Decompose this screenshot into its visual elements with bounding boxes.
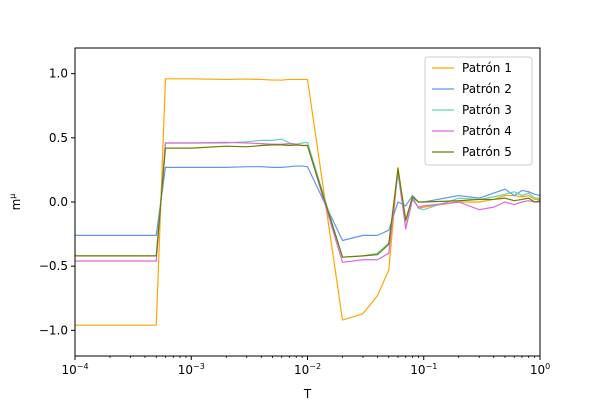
y-axis-label: mμ [8,194,23,211]
x-tick-label-exp: −1 [425,362,437,371]
y-tick-label-1: −1.0 [39,323,68,337]
x-axis: 10−4 10−3 10−2 10−1 100 [61,356,550,377]
x-axis-label: T [303,387,312,400]
x-tick-label-exp: −2 [309,362,321,371]
legend-box [424,56,533,166]
x-tick-label-base: 10 [61,363,76,377]
y-tick-label-5: 1.0 [49,67,68,81]
legend-label-4: Patrón 4 [462,124,512,138]
series-line-1 [75,78,540,326]
x-tick-label-1: 10−4 [61,362,88,377]
series-line-4 [75,141,540,263]
legend: Patrón 1 Patrón 2 Patrón 3 Patrón 4 Patrón 5 [424,56,533,166]
x-tick-label-exp: −3 [193,362,205,371]
legend-label-2: Patrón 2 [462,82,512,96]
x-tick-label-base: 10 [294,363,309,377]
series-line-3 [75,138,540,258]
legend-label-1: Patrón 1 [462,61,512,75]
y-axis-label-base: m [9,199,23,211]
x-tick-label-3: 10−2 [294,362,321,377]
x-tick-label-2: 10−3 [178,362,205,377]
y-tick-label-2: −0.5 [39,259,68,273]
y-axis-label-sup: μ [8,194,17,199]
x-tick-label-4: 10−1 [410,362,437,377]
x-tick-label-base: 10 [530,363,545,377]
x-tick-label-exp: 0 [545,362,550,371]
legend-label-3: Patrón 3 [462,103,512,117]
x-tick-label-5: 100 [530,362,550,377]
y-tick-label-3: 0.0 [49,195,68,209]
plot-area [74,47,541,357]
series-group [75,78,540,326]
y-tick-label-4: 0.5 [49,131,68,145]
legend-label-5: Patrón 5 [462,145,512,159]
x-tick-label-base: 10 [178,363,193,377]
series-line-5 [75,144,540,258]
x-tick-label-base: 10 [410,363,425,377]
series-line-2 [75,165,540,242]
y-axis: −1.0 −0.5 0.0 0.5 1.0 [39,67,75,337]
x-tick-label-exp: −4 [77,362,89,371]
